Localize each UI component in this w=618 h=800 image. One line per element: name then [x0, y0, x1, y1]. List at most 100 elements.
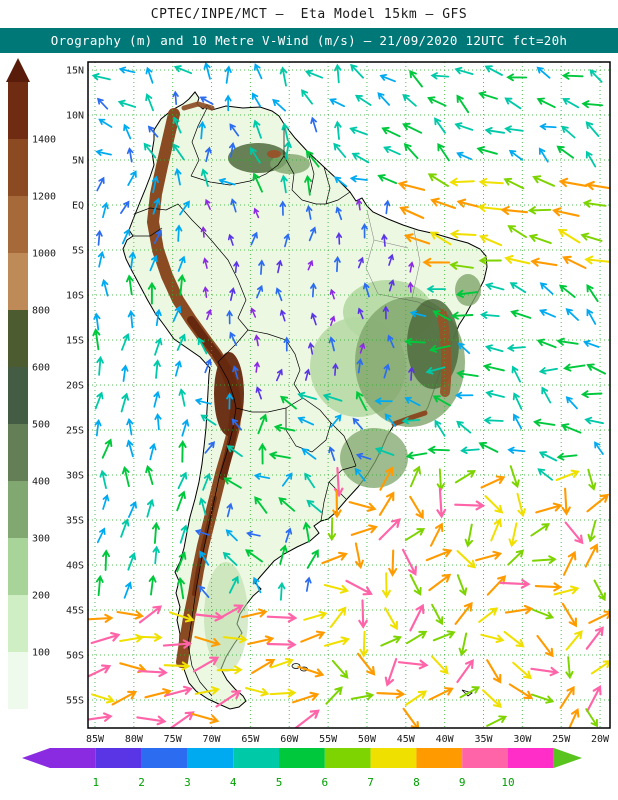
wind-arrow	[177, 273, 186, 296]
wind-arrow	[279, 395, 297, 410]
wind-arrow	[202, 472, 211, 491]
wind-colorbar-segment	[141, 748, 188, 768]
wind-arrow	[177, 471, 188, 490]
wind-arrow	[322, 393, 343, 402]
wind-arrow	[455, 289, 479, 298]
wind-arrow	[557, 228, 581, 244]
wind-arrow	[508, 149, 524, 161]
wind-arrow	[586, 685, 602, 713]
wind-arrow	[152, 545, 160, 565]
wind-arrow	[331, 659, 349, 679]
wind-arrow	[427, 445, 450, 454]
wind-arrow	[254, 496, 268, 514]
wind-arrow	[432, 395, 451, 407]
wind-arrow	[530, 693, 555, 704]
wind-arrow	[500, 205, 529, 216]
wind-arrow	[305, 205, 313, 220]
wind-scale-label: 9	[459, 776, 466, 789]
wind-arrow	[172, 143, 185, 161]
wind-arrow	[511, 365, 521, 383]
wind-arrow	[456, 151, 473, 161]
wind-arrow	[377, 92, 390, 106]
wind-arrow	[257, 413, 268, 435]
wind-arrow	[136, 632, 163, 642]
wind-arrow	[229, 123, 240, 137]
wind-arrow	[479, 234, 503, 247]
lon-label: 45W	[397, 734, 416, 745]
lat-label: 55S	[66, 696, 84, 707]
wind-arrow	[503, 177, 525, 190]
wind-arrow	[215, 690, 242, 708]
wind-arrow	[378, 518, 401, 541]
orography-colorbar-label: 500	[32, 420, 50, 431]
wind-arrow	[178, 439, 187, 463]
wind-arrow	[401, 548, 417, 576]
wind-arrow	[354, 467, 366, 482]
wind-arrow	[359, 630, 369, 658]
wind-arrow	[224, 94, 232, 112]
wind-arrow	[484, 65, 503, 76]
wind-arrow	[449, 177, 475, 187]
wind-arrow	[253, 207, 260, 219]
wind-arrow	[556, 337, 579, 346]
wind-arrow	[175, 224, 183, 242]
lat-label: 15S	[66, 336, 84, 347]
lat-label: 25S	[66, 426, 84, 437]
wind-arrow	[586, 284, 599, 303]
wind-arrow	[486, 575, 507, 596]
wind-arrow	[279, 200, 287, 216]
wind-arrow	[559, 685, 575, 709]
wind-colorbar-left-arrow	[22, 748, 50, 768]
wind-arrow	[405, 451, 428, 460]
wind-scale-label: 8	[413, 776, 420, 789]
wind-arrow	[136, 715, 167, 726]
wind-arrow	[359, 342, 366, 354]
wind-arrow	[425, 548, 453, 562]
wind-arrow	[276, 259, 283, 274]
wind-arrow	[329, 288, 336, 300]
wind-arrow	[174, 360, 182, 377]
wind-arrow	[456, 549, 477, 569]
wind-colorbar-right-arrow	[553, 748, 582, 768]
wind-arrow	[381, 233, 388, 247]
wind-arrow	[297, 416, 315, 426]
wind-arrow	[96, 527, 106, 544]
wind-arrow	[277, 581, 286, 601]
wind-arrow	[266, 639, 297, 650]
wind-arrow	[323, 583, 350, 594]
wind-arrow	[516, 492, 526, 518]
venezuela-coastal-range	[181, 101, 215, 111]
wind-arrow	[484, 495, 504, 514]
guiana-peak	[267, 150, 281, 158]
wind-arrow	[304, 576, 312, 592]
orography-colorbar-segment	[8, 538, 28, 595]
wind-arrow	[126, 417, 134, 436]
wind-arrow	[102, 493, 110, 510]
orography-colorbar-segment	[8, 310, 28, 367]
wind-arrow	[428, 573, 452, 592]
wind-arrow	[512, 413, 523, 430]
wind-arrow	[478, 177, 504, 187]
wind-arrow	[204, 441, 216, 454]
wind-arrow	[232, 365, 239, 380]
wind-arrow	[388, 279, 395, 292]
wind-arrow	[330, 414, 342, 428]
orography-colorbar-segment	[8, 253, 28, 310]
wind-arrow	[252, 119, 262, 139]
wind-arrow	[562, 550, 577, 576]
wind-arrow	[478, 607, 499, 623]
wind-arrow	[138, 667, 168, 678]
wind-arrow	[295, 709, 320, 728]
lat-label: 10S	[66, 291, 84, 302]
wind-arrow	[450, 311, 474, 320]
wind-colorbar-segment	[508, 748, 554, 768]
wind-arrow	[476, 146, 498, 155]
wind-arrow	[354, 542, 364, 570]
wind-arrow	[430, 655, 449, 675]
wind-arrow	[358, 599, 368, 629]
wind-arrow	[475, 550, 503, 562]
wind-arrow	[149, 442, 157, 461]
wind-arrow	[250, 231, 258, 246]
lon-label: 60W	[280, 734, 299, 745]
orography-colorbar-segment	[8, 595, 28, 652]
